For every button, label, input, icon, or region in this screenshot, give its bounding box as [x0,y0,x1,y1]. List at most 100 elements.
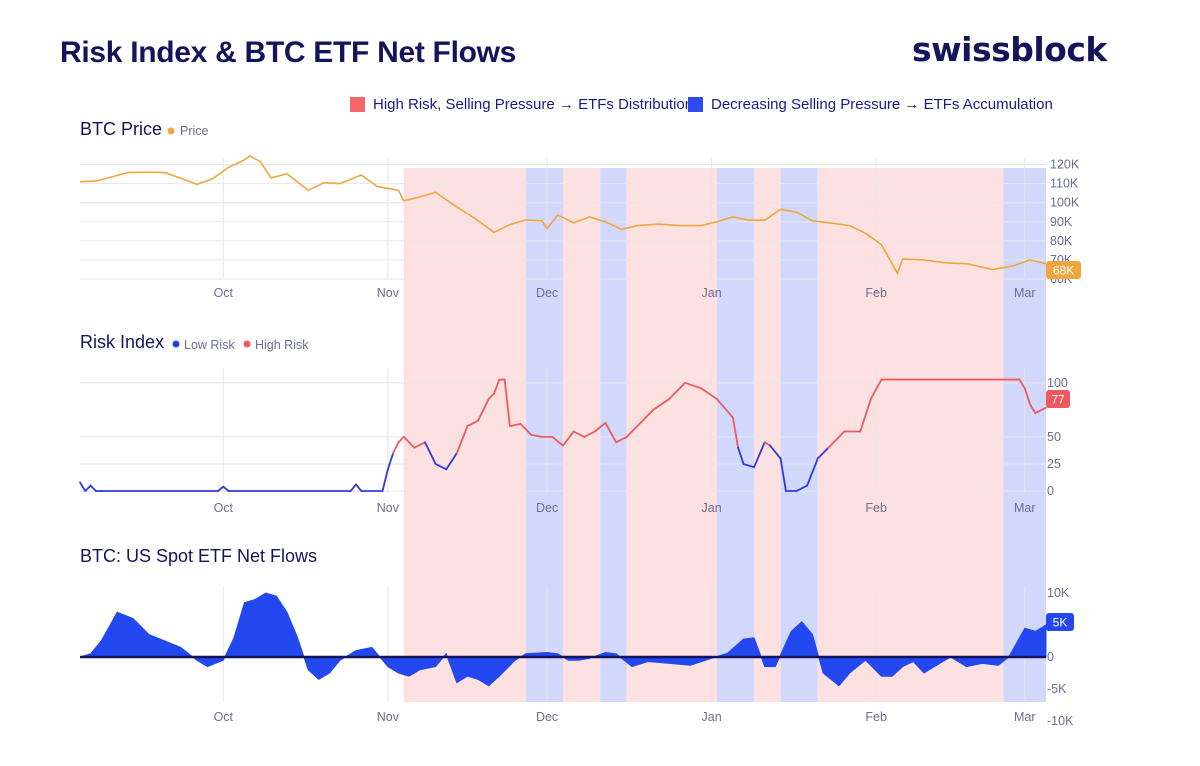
risk-line-segment [763,441,771,447]
risk-line-segment [503,378,511,427]
x-tick-label: Oct [214,710,234,724]
price-y-tick: 80K [1050,234,1073,248]
flows-y-tick: 10K [1047,586,1070,600]
risk-line-segment [1018,378,1026,390]
risk-line-segment [355,483,363,492]
risk-line-segment [684,381,702,390]
price-y-tick: 100K [1050,196,1080,210]
regime-band-high [754,168,781,702]
low-risk-legend-dot [172,340,180,348]
legend-decreasing[interactable]: Decreasing Selling Pressure → ETFs Accum… [688,96,1053,113]
risk-current-badge: 77 [1046,390,1070,408]
risk-line-segment [493,378,501,395]
risk-line-segment [779,457,787,492]
price-line [79,155,1047,276]
risk-y-ticks: 0 25 50 100 [1047,376,1068,498]
risk-line-segment [572,430,586,438]
x-tick-label: Nov [377,710,400,724]
x-tick-label: Mar [1014,286,1036,300]
risk-line-segment [652,398,671,411]
x-tick-label: Mar [1014,710,1036,724]
x-tick-label: Nov [377,286,400,300]
x-tick-label: Feb [865,286,887,300]
risk-line-segment [583,430,596,438]
risk-line-segment [487,392,495,400]
x-tick-label: Oct [214,286,234,300]
risk-line-segment [455,425,469,455]
risk-line-segment [89,484,97,492]
risk-line-segment [402,436,416,449]
risk-line-segment [1023,387,1031,406]
risk-line-segment [668,381,686,400]
risk-line-segment [562,430,575,447]
price-y-tick: 120K [1050,158,1080,172]
price-legend-label[interactable]: Price [180,124,209,138]
flows-area [79,592,1047,687]
flows-y-tick: 0 [1047,650,1054,664]
risk-line-segment [1029,403,1037,415]
regime-band-low [600,168,627,702]
flows-x-ticks: Oct Nov Dec Jan Feb Mar [214,710,1036,724]
risk-line-segment [445,452,458,471]
legend-high-risk-label: High Risk, Selling Pressure → ETFs Distr… [373,96,694,113]
regime-band-low [780,168,818,702]
risk-line-segment [381,468,389,492]
x-tick-label: Dec [536,710,558,724]
risk-line-segment [392,441,400,455]
x-tick-label: Mar [1014,501,1036,515]
risk-line-segment [625,425,639,438]
legend-swatch-low [688,97,703,112]
flows-panel-title: BTC: US Spot ETF Net Flows [80,546,317,566]
price-current-label: 68K [1053,264,1074,278]
risk-line-segment [424,441,437,465]
legend-high-risk[interactable]: High Risk, Selling Pressure → ETFs Distr… [350,96,693,113]
price-y-tick: 110K [1050,177,1079,191]
price-panel-title: BTC Price [80,119,162,139]
risk-line-segment [1034,406,1047,415]
risk-line-segment [737,446,745,465]
x-tick-label: Feb [865,710,887,724]
regime-bands [403,168,1046,702]
risk-line-segment [509,423,522,427]
risk-line-segment [615,436,628,444]
x-tick-label: Oct [214,501,234,515]
low-risk-legend-label[interactable]: Low Risk [184,338,235,352]
flows-y-tick: -10K [1047,714,1074,728]
risk-line-segment [84,484,92,492]
x-tick-label: Jan [702,710,722,724]
flows-current-badge: 5K [1046,613,1074,631]
risk-line-segment [79,481,87,492]
risk-line-segment [386,452,395,471]
price-y-tick: 90K [1050,215,1073,229]
page-title: Risk Index & BTC ETF Net Flows [60,36,517,69]
risk-current-label: 77 [1051,393,1065,407]
risk-line-segment [530,433,543,438]
risk-line-segment [593,421,607,433]
risk-line-segment [731,416,740,449]
risk-line-segment [349,483,357,492]
flows-y-tick: -5K [1047,682,1067,696]
risk-line-segment [816,446,830,460]
high-risk-legend-label[interactable]: High Risk [255,338,309,352]
risk-line-segment [477,398,490,422]
risk-line-segment [434,463,448,471]
x-tick-label: Nov [377,501,400,515]
regime-band-high [817,168,1004,702]
risk-line-segment [222,485,230,492]
x-tick-label: Dec [536,286,558,300]
x-tick-label: Jan [702,286,722,300]
flows-y-ticks: 10K 5K 0 -5K -10K [1047,586,1074,728]
risk-line-segment [716,398,734,419]
risk-y-tick: 50 [1047,430,1061,444]
risk-line-segment [604,421,617,444]
risk-line-segment [859,398,872,433]
x-tick-label: Dec [536,501,558,515]
legend-decreasing-label: Decreasing Selling Pressure → ETFs Accum… [711,96,1053,113]
legend-swatch-high [350,97,365,112]
risk-line-segment [700,387,718,400]
flows-current-label: 5K [1053,616,1068,630]
price-current-badge: 68K [1046,261,1081,279]
risk-x-ticks: Oct Nov Dec Jan Feb Mar [214,501,1036,515]
risk-line-segment [397,436,405,444]
